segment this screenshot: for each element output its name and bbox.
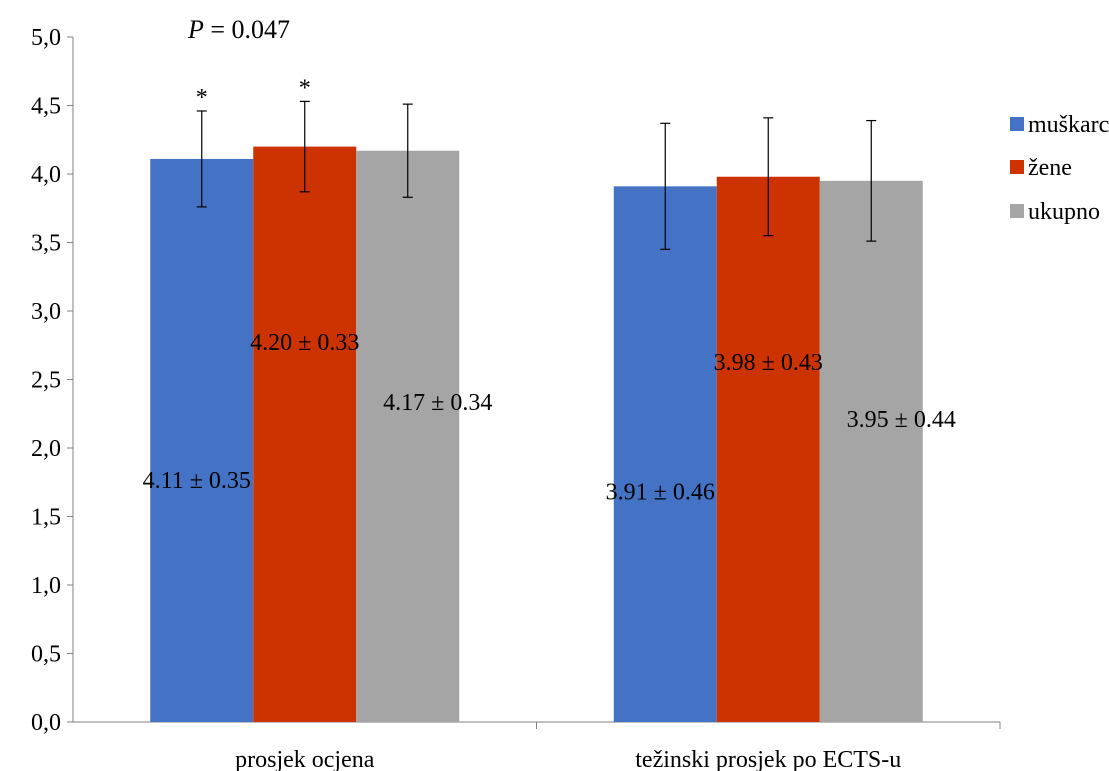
y-tick-label: 1,5 [31,505,61,531]
y-tick-label: 0,0 [31,710,61,736]
bar [150,158,254,722]
bar [819,180,923,723]
data-label: 4.17 ± 0.34 [383,390,492,416]
bar [253,146,357,723]
y-tick-label: 4,0 [31,162,61,188]
legend-label: žene [1028,155,1072,181]
data-label: 3.91 ± 0.46 [606,480,715,506]
x-category-label: težinski prosjek po ECTS-u [635,747,901,771]
y-tick-label: 3,0 [31,299,61,325]
axes: 0,0 0,5 1,0 1,5 2,0 2,5 3,0 3,5 4,0 4,5 5,0 prosjek… [31,25,1001,771]
y-tick-label: 5,0 [31,25,61,51]
p-value: = 0.047 [204,15,290,44]
legend-swatch [1010,117,1024,131]
legend: muškarci žene ukupno [1010,112,1109,225]
y-tick-label: 3,5 [31,231,61,257]
data-label: 4.20 ± 0.33 [250,330,359,356]
significance-marker: * [299,75,311,101]
x-category-label: prosjek ocjena [235,747,375,771]
y-tick-label: 2,5 [31,368,61,394]
bars [150,146,923,723]
y-tick-label: 1,0 [31,573,61,599]
legend-swatch [1010,160,1024,174]
annotations: P = 0.047 [187,15,290,44]
p-symbol: P [187,15,204,44]
data-label: 3.95 ± 0.44 [847,407,956,433]
significance-marker: * [196,85,208,111]
legend-swatch [1010,204,1024,218]
data-label: 4.11 ± 0.35 [143,468,251,494]
p-value-annotation: P = 0.047 [187,15,290,44]
data-labels: 4.11 ± 0.35 * 4.20 ± 0.33 * 4.17 ± 0.34 3.91 … [143,75,956,505]
y-tick-label: 2,0 [31,436,61,462]
bar [716,176,820,723]
bar [356,150,460,722]
data-label: 3.98 ± 0.43 [714,350,823,376]
error-bars [196,100,877,250]
legend-label: muškarci [1028,112,1109,138]
y-tick-label: 0,5 [31,642,61,668]
bar [613,186,717,722]
legend-label: ukupno [1028,199,1100,225]
y-tick-label: 4,5 [31,94,61,120]
